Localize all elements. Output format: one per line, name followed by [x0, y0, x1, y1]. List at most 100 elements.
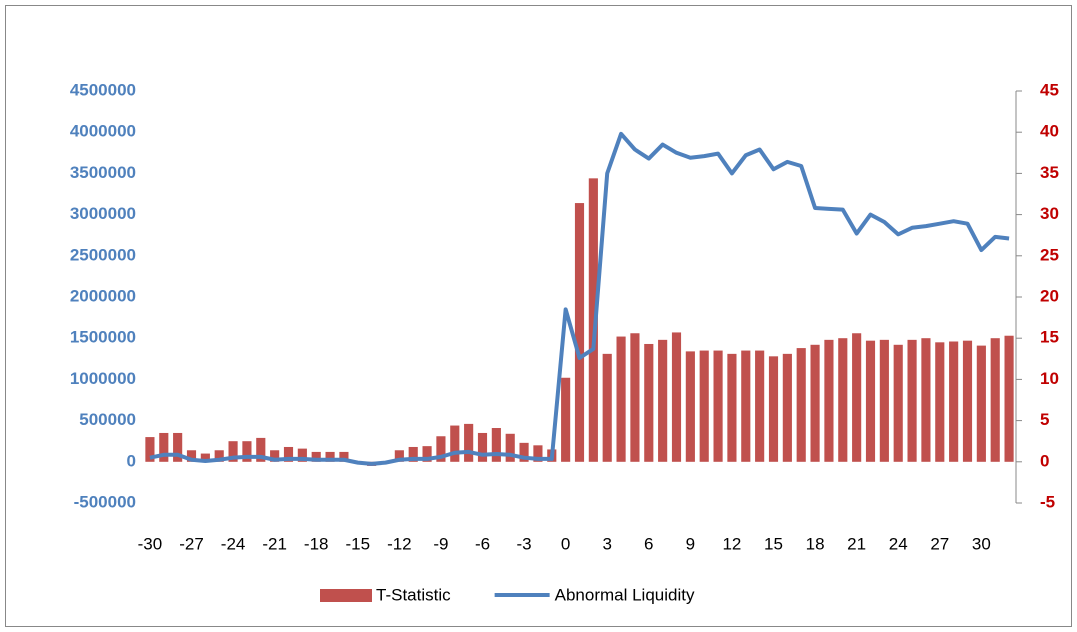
x-tick-label: -6 — [475, 534, 490, 553]
bar — [491, 428, 501, 462]
bar — [464, 423, 474, 462]
y-tick-label: 1500000 — [70, 328, 136, 347]
bar — [519, 442, 529, 462]
y-tick-label: 1000000 — [70, 369, 136, 388]
bar — [671, 332, 682, 462]
bar — [602, 353, 612, 462]
bar — [436, 436, 446, 462]
bar — [727, 353, 737, 462]
y-tick-label: 3500000 — [70, 163, 136, 182]
x-tick-label: -24 — [221, 534, 246, 553]
bar — [214, 450, 224, 462]
bar — [450, 425, 460, 462]
line — [149, 131, 1010, 466]
x-tick-label: -15 — [345, 534, 370, 553]
bar — [283, 446, 294, 462]
bar — [339, 451, 349, 462]
bar — [533, 445, 543, 462]
y-tick-label: 4000000 — [70, 122, 136, 141]
bar — [256, 437, 266, 462]
bar — [921, 338, 931, 462]
y-tick-label: -500000 — [74, 492, 136, 511]
y2-tick-label: 40 — [1040, 122, 1059, 141]
bar — [658, 339, 668, 462]
bar — [394, 450, 404, 462]
bar — [838, 338, 848, 462]
x-tick-label: -21 — [262, 534, 287, 553]
legend-label: T-Statistic — [376, 585, 451, 604]
x-tick-label: 15 — [764, 534, 783, 553]
bar — [810, 344, 820, 462]
x-tick-label: 18 — [806, 534, 825, 553]
bar — [935, 342, 945, 462]
bar — [561, 377, 571, 462]
x-tick-label: -27 — [179, 534, 204, 553]
y2-tick-label: 25 — [1040, 245, 1059, 264]
bar — [173, 432, 183, 462]
bar — [685, 351, 695, 462]
y2-tick-label: 5 — [1040, 410, 1049, 429]
bar — [325, 451, 335, 462]
bar — [228, 441, 238, 462]
y2-tick-label: 45 — [1040, 80, 1059, 99]
bar — [145, 437, 155, 462]
x-tick-label: 9 — [686, 534, 695, 553]
bar — [990, 338, 1000, 462]
bar — [242, 441, 252, 462]
bar — [200, 453, 210, 462]
bar — [186, 450, 197, 462]
bar — [865, 340, 876, 462]
bar — [588, 178, 598, 462]
bar — [574, 203, 585, 462]
bar — [768, 356, 779, 462]
bar — [824, 339, 834, 462]
bar — [270, 450, 280, 462]
bar — [297, 448, 307, 462]
bar — [713, 350, 723, 462]
bar — [159, 432, 169, 462]
bar — [907, 339, 917, 462]
x-tick-label: 0 — [561, 534, 570, 553]
bar — [976, 345, 986, 462]
bar — [422, 446, 432, 462]
x-tick-label: 3 — [602, 534, 611, 553]
x-tick-label: 30 — [972, 534, 991, 553]
x-tick-label: 27 — [930, 534, 949, 553]
bar — [879, 339, 889, 462]
y-tick-label: 0 — [127, 451, 136, 470]
bar — [962, 340, 973, 462]
bar — [755, 350, 765, 462]
x-tick-label: -30 — [138, 534, 163, 553]
bar — [311, 451, 321, 462]
y2-tick-label: 0 — [1040, 451, 1049, 470]
y2-tick-label: 30 — [1040, 204, 1059, 223]
x-tick-label: -18 — [304, 534, 329, 553]
chart-frame — [5, 5, 1072, 627]
bar — [644, 343, 654, 462]
y-tick-label: 3000000 — [70, 204, 136, 223]
x-tick-label: -9 — [433, 534, 448, 553]
y2-tick-label: -5 — [1040, 492, 1055, 511]
y-tick-label: 4500000 — [70, 80, 136, 99]
legend-swatch — [320, 589, 372, 602]
bar — [893, 344, 903, 462]
x-tick-label: 12 — [722, 534, 741, 553]
bar — [630, 333, 640, 462]
x-tick-label: 6 — [644, 534, 653, 553]
bar — [699, 350, 709, 462]
y-tick-label: 500000 — [79, 410, 136, 429]
y-tick-label: 2500000 — [70, 245, 136, 264]
bar — [616, 336, 626, 462]
x-tick-label: -3 — [517, 534, 532, 553]
y2-tick-label: 10 — [1040, 369, 1059, 388]
bar — [782, 353, 792, 462]
bar — [408, 446, 418, 462]
bar — [741, 350, 751, 462]
bar — [796, 348, 806, 462]
y2-tick-label: 15 — [1040, 328, 1059, 347]
x-tick-label: 21 — [847, 534, 866, 553]
legend-label: Abnormal Liquidity — [555, 585, 695, 604]
bar — [949, 341, 959, 462]
y2-tick-label: 20 — [1040, 286, 1059, 305]
